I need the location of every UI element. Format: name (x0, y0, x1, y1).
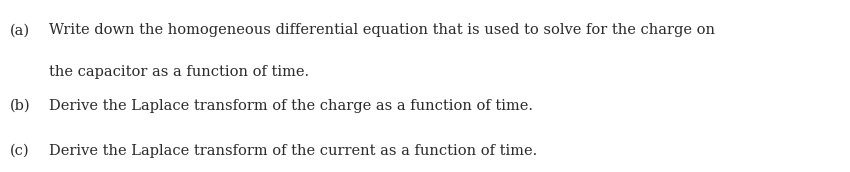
Text: (a): (a) (10, 23, 31, 37)
Text: Derive the Laplace transform of the charge as a function of time.: Derive the Laplace transform of the char… (49, 99, 533, 113)
Text: (c): (c) (10, 144, 30, 158)
Text: the capacitor as a function of time.: the capacitor as a function of time. (49, 65, 309, 79)
Text: (b): (b) (10, 99, 31, 113)
Text: Derive the Laplace transform of the current as a function of time.: Derive the Laplace transform of the curr… (49, 144, 537, 158)
Text: Write down the homogeneous differential equation that is used to solve for the c: Write down the homogeneous differential … (49, 23, 716, 37)
